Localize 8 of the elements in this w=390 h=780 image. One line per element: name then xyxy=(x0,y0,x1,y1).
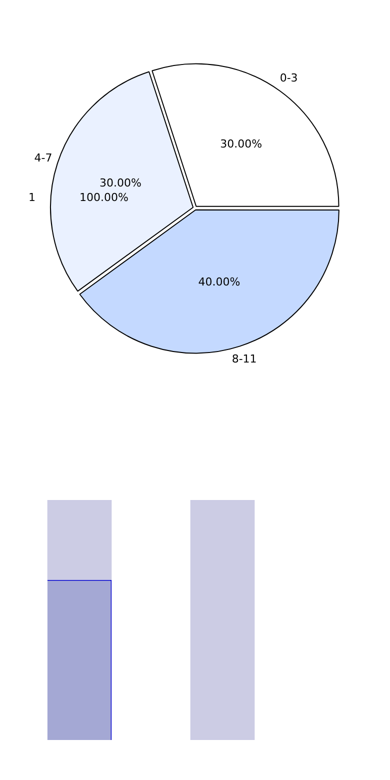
slice-label: 4-7 xyxy=(34,152,52,165)
data-label: 30.00% xyxy=(220,137,262,150)
data-label: 40.00% xyxy=(198,275,240,288)
slice-label: 0-3 xyxy=(280,72,298,85)
slice-label: 8-11 xyxy=(232,352,257,366)
text: 1 xyxy=(28,190,36,204)
text: 100.00% xyxy=(80,190,128,204)
data-label: 30.00% xyxy=(99,176,142,190)
